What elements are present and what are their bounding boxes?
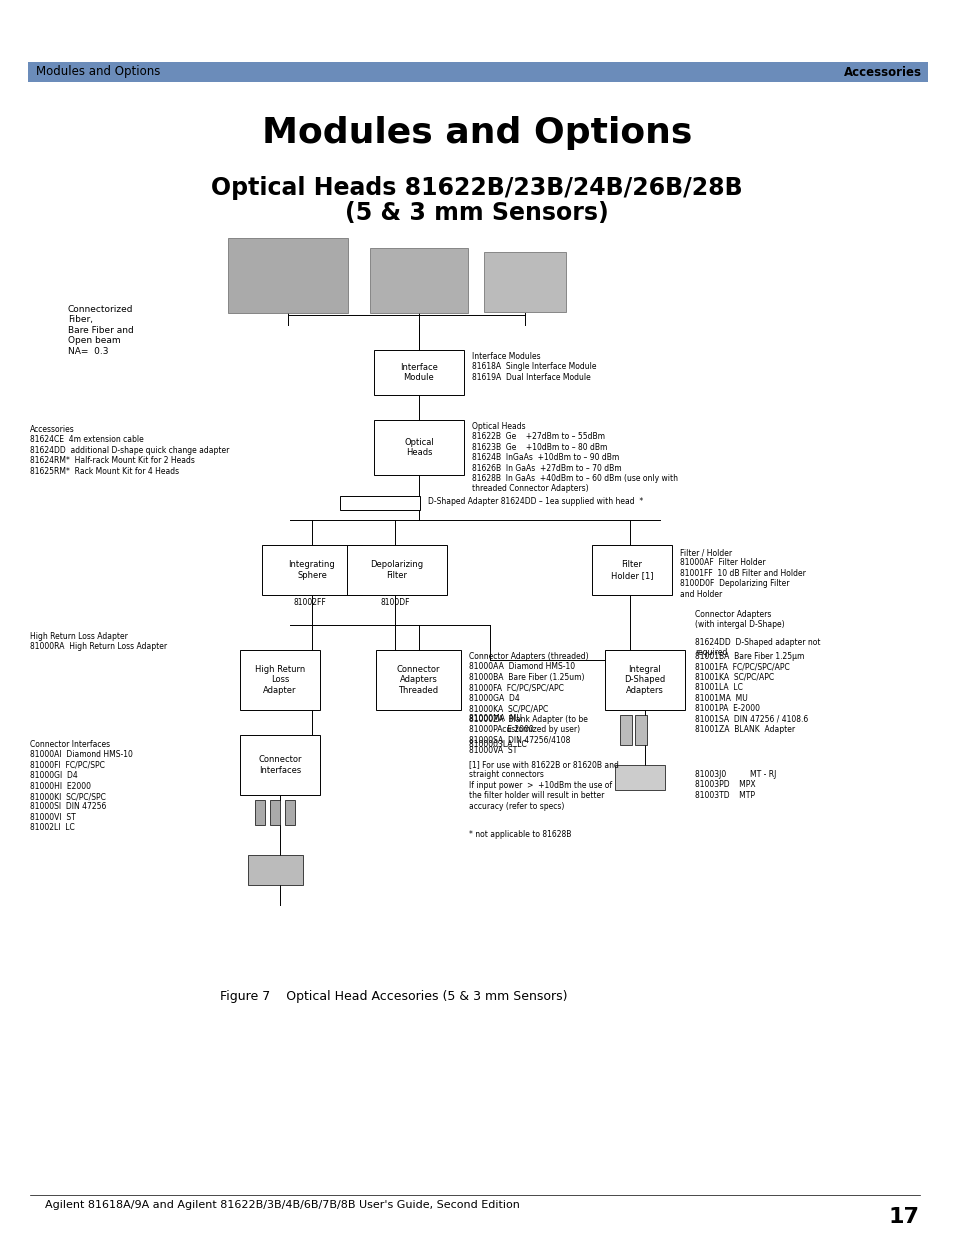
Text: Optical Heads 81622B/23B/24B/26B/28B: Optical Heads 81622B/23B/24B/26B/28B [211, 177, 742, 200]
Text: Accessories: Accessories [843, 65, 921, 79]
Text: Interface Modules
81618A  Single Interface Module
81619A  Dual Interface Module: Interface Modules 81618A Single Interfac… [472, 352, 596, 382]
Bar [285, 800, 294, 825]
Bar [228, 238, 348, 312]
Text: High Return Loss Adapter
81000RA  High Return Loss Adapter: High Return Loss Adapter 81000RA High Re… [30, 632, 167, 651]
Text: High Return
Loss
Adapter: High Return Loss Adapter [254, 666, 305, 695]
Bar [604, 650, 684, 710]
Bar [347, 545, 447, 595]
Text: Figure 7    Optical Head Accesories (5 & 3 mm Sensors): Figure 7 Optical Head Accesories (5 & 3 … [220, 990, 567, 1003]
Text: 8100003LA  LC: 8100003LA LC [469, 740, 526, 748]
Bar [375, 650, 460, 710]
Text: Modules and Options: Modules and Options [261, 116, 692, 149]
Text: Agilent 81618A/9A and Agilent 81622B/3B/4B/6B/7B/8B User's Guide, Second Edition: Agilent 81618A/9A and Agilent 81622B/3B/… [45, 1200, 519, 1210]
Text: 17: 17 [888, 1207, 919, 1228]
Text: Connector
Interfaces: Connector Interfaces [258, 756, 301, 774]
Text: D-Shaped Adapter 81624DD – 1ea supplied with head  *: D-Shaped Adapter 81624DD – 1ea supplied … [428, 496, 642, 506]
Bar [262, 545, 361, 595]
Bar [240, 650, 319, 710]
Text: Interface
Module: Interface Module [399, 363, 437, 382]
Text: Connector Interfaces
81000AI  Diamond HMS-10
81000FI  FC/PC/SPC
81000GI  D4
8100: Connector Interfaces 81000AI Diamond HMS… [30, 740, 132, 832]
Bar [619, 715, 631, 745]
Text: Connector Adapters (threaded)
81000AA  Diamond HMS-10
81000BA  Bare Fiber (1.25u: Connector Adapters (threaded) 81000AA Di… [469, 652, 588, 755]
Bar [635, 715, 646, 745]
Bar [374, 350, 463, 395]
Text: Filter
Holder [1]: Filter Holder [1] [610, 561, 653, 579]
Text: [1] For use with 81622B or 81620B and
straight connectors
If input power  >  +10: [1] For use with 81622B or 81620B and st… [469, 760, 618, 810]
Text: Accessories
81624CE  4m extension cable
81624DD  additional D-shape quick change: Accessories 81624CE 4m extension cable 8… [30, 425, 229, 475]
Text: 81624DD  D-Shaped adapter not
required: 81624DD D-Shaped adapter not required [695, 638, 820, 657]
Bar [28, 62, 927, 82]
Text: * not applicable to 81628B: * not applicable to 81628B [469, 830, 571, 839]
Bar [339, 496, 419, 510]
Bar [254, 800, 265, 825]
Text: 81002FF: 81002FF [294, 598, 327, 606]
Text: Integral
D-Shaped
Adapters: Integral D-Shaped Adapters [623, 666, 665, 695]
Text: Integrating
Sphere: Integrating Sphere [289, 561, 335, 579]
Text: Connector Adapters
(with intergal D-Shape): Connector Adapters (with intergal D-Shap… [695, 610, 783, 630]
Text: Depolarizing
Filter: Depolarizing Filter [370, 561, 423, 579]
Bar [615, 764, 664, 790]
Text: Optical
Heads: Optical Heads [404, 437, 434, 457]
Text: Optical Heads
81622B  Ge    +27dBm to – 55dBm
81623B  Ge    +10dBm to – 80 dBm
8: Optical Heads 81622B Ge +27dBm to – 55dB… [472, 422, 678, 494]
Text: 8100DF: 8100DF [380, 598, 410, 606]
Text: Connector
Adapters
Threaded: Connector Adapters Threaded [396, 666, 439, 695]
Text: 81001BA  Bare Fiber 1.25μm
81001FA  FC/PC/SPC/APC
81001KA  SC/PC/APC
81001LA  LC: 81001BA Bare Fiber 1.25μm 81001FA FC/PC/… [695, 652, 807, 734]
Text: Modules and Options: Modules and Options [36, 65, 160, 79]
Bar [270, 800, 280, 825]
Bar [483, 252, 565, 312]
Bar [374, 420, 463, 475]
Text: Filter / Holder
81000AF  Filter Holder
81001FF  10 dB Filter and Holder
8100D0F : Filter / Holder 81000AF Filter Holder 81… [679, 548, 805, 599]
Bar [592, 545, 671, 595]
Text: 81000ZA  Blank Adapter (to be
              customized by user): 81000ZA Blank Adapter (to be customized … [469, 715, 587, 735]
Text: Connectorized
Fiber,
Bare Fiber and
Open beam
NA=  0.3: Connectorized Fiber, Bare Fiber and Open… [68, 305, 133, 356]
Bar [370, 248, 468, 312]
Text: (5 & 3 mm Sensors): (5 & 3 mm Sensors) [345, 201, 608, 225]
Bar [248, 855, 303, 885]
Bar [240, 735, 319, 795]
Text: 81003J0          MT - RJ
81003PD    MPX
81003TD    MTP: 81003J0 MT - RJ 81003PD MPX 81003TD MTP [695, 769, 776, 800]
